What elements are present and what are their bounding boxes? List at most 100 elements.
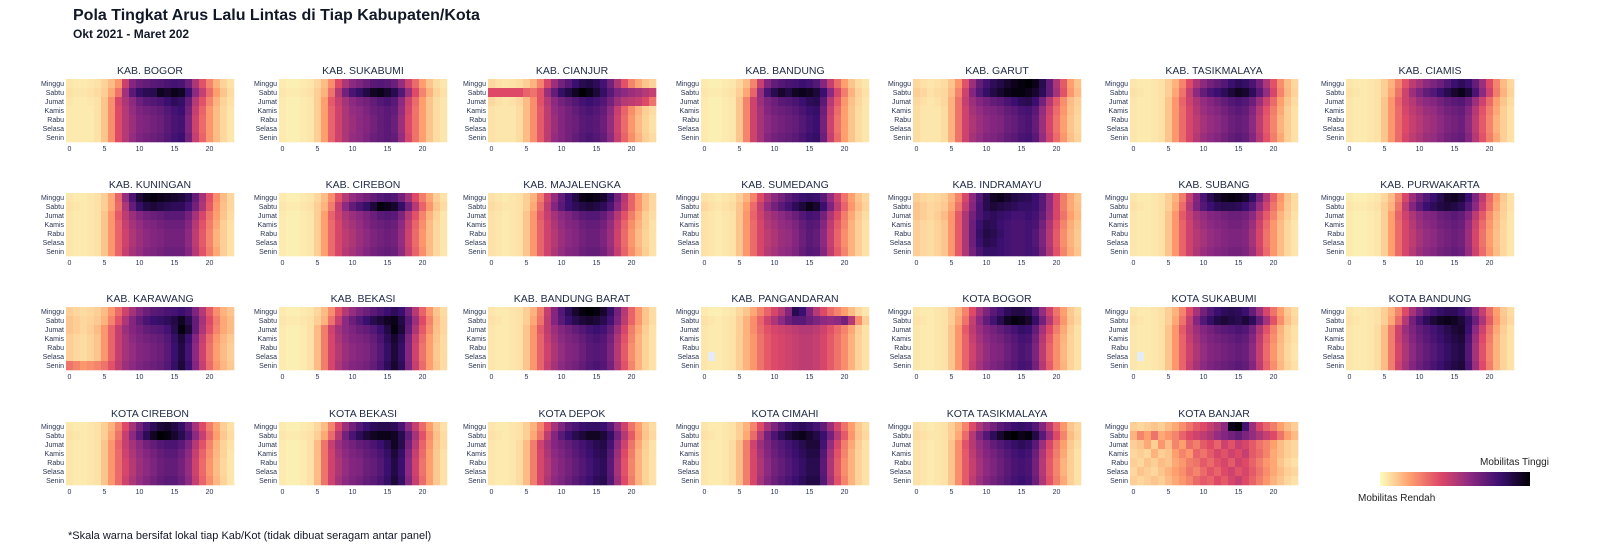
heatmap-cell	[955, 238, 963, 248]
y-tick-label: Minggu	[1105, 424, 1128, 431]
heatmap-cell	[813, 316, 821, 326]
heatmap-cell	[502, 193, 510, 203]
heatmap-cell	[342, 133, 350, 143]
heatmap-cell	[537, 307, 545, 317]
heatmap-cell	[722, 97, 730, 107]
heatmap-cell	[537, 133, 545, 143]
heatmap-cell	[913, 467, 921, 477]
heatmap-cell	[1193, 97, 1201, 107]
heatmap-cell	[94, 115, 102, 125]
heatmap-cell	[855, 211, 863, 221]
heatmap-cell	[1179, 422, 1187, 432]
heatmap-cell	[1025, 106, 1033, 116]
heatmap-cell	[1235, 422, 1243, 432]
heatmap-cell	[729, 467, 737, 477]
heatmap-cell	[363, 238, 371, 248]
heatmap-cell	[1284, 211, 1292, 221]
heatmap-cell	[377, 467, 385, 477]
heatmap-cell	[419, 467, 427, 477]
heatmap-cell	[642, 238, 650, 248]
heatmap-cell	[178, 229, 186, 239]
heatmap-cell	[955, 316, 963, 326]
heatmap-cell	[1130, 79, 1138, 89]
heatmap-cell	[913, 316, 921, 326]
heatmap-cell	[955, 211, 963, 221]
heatmap-cell	[771, 106, 779, 116]
heatmap-cell	[1388, 106, 1396, 116]
heatmap-cell	[1130, 97, 1138, 107]
heatmap-cell	[171, 229, 179, 239]
heatmap-cell	[1130, 431, 1138, 441]
heatmap-cell	[516, 220, 524, 230]
heatmap-cell	[1360, 325, 1368, 335]
heatmap-cell	[834, 307, 842, 317]
heatmap-cell	[171, 325, 179, 335]
heatmap-cell	[136, 316, 144, 326]
heatmap-cell	[150, 220, 158, 230]
heatmap-cell	[948, 325, 956, 335]
heatmap-cell	[349, 431, 357, 441]
heatmap-cell	[976, 361, 984, 371]
heatmap-cell	[736, 115, 744, 125]
heatmap-cell	[178, 115, 186, 125]
heatmap-cell	[920, 229, 928, 239]
heatmap-cell	[419, 97, 427, 107]
heatmap-cell	[286, 316, 294, 326]
heatmap-cell	[412, 193, 420, 203]
heatmap-cell	[1409, 115, 1417, 125]
heatmap-cell	[321, 193, 329, 203]
heatmap-cell	[855, 106, 863, 116]
heatmap-cell	[1423, 88, 1431, 98]
heatmap-cell	[516, 124, 524, 134]
heatmap-cell	[1151, 202, 1159, 212]
heatmap-cell	[1207, 115, 1215, 125]
heatmap-cell	[1207, 88, 1215, 98]
heatmap-cell	[913, 440, 921, 450]
heatmap-cell	[813, 343, 821, 353]
heatmap-cell	[1025, 307, 1033, 317]
heatmap-cell	[1353, 115, 1361, 125]
heatmap-cell	[544, 352, 552, 362]
y-tick-label: Rabu	[1111, 345, 1128, 352]
y-tick-label: Senin	[1326, 363, 1344, 370]
heatmap-cell	[1235, 361, 1243, 371]
heatmap-cell	[729, 440, 737, 450]
heatmap-cell	[488, 458, 496, 468]
heatmap-cell	[1046, 133, 1054, 143]
heatmap-cell	[1053, 124, 1061, 134]
heatmap-cell	[1360, 79, 1368, 89]
x-tick-label: 20	[628, 374, 636, 381]
heatmap-cell	[806, 458, 814, 468]
heatmap-cell	[115, 115, 123, 125]
heatmap-cell	[1228, 133, 1236, 143]
heatmap-cell	[785, 238, 793, 248]
heatmap-cell	[1416, 220, 1424, 230]
heatmap-cell	[1053, 431, 1061, 441]
heatmap-cell	[192, 316, 200, 326]
heatmap-cell	[1074, 431, 1082, 441]
heatmap-cell	[1207, 193, 1215, 203]
heatmap-cell	[920, 79, 928, 89]
heatmap-cell	[73, 97, 81, 107]
heatmap-cell	[73, 431, 81, 441]
heatmap-cell	[286, 476, 294, 486]
heatmap-cell	[1067, 476, 1075, 486]
heatmap-cell	[1046, 88, 1054, 98]
heatmap-cell	[962, 247, 970, 257]
heatmap-cell	[649, 88, 657, 98]
heatmap-cell	[115, 431, 123, 441]
heatmap-cell	[558, 238, 566, 248]
heatmap-cell	[834, 352, 842, 362]
heatmap-cell	[621, 202, 629, 212]
heatmap-cell	[1263, 334, 1271, 344]
heatmap-cell	[164, 361, 172, 371]
heatmap-cell	[941, 88, 949, 98]
heatmap-cell	[115, 361, 123, 371]
heatmap-cell	[635, 316, 643, 326]
heatmap-cell	[1486, 325, 1494, 335]
heatmap-cell	[799, 307, 807, 317]
heatmap-cell	[1004, 202, 1012, 212]
heatmap-cell	[736, 467, 744, 477]
heatmap-cell	[948, 467, 956, 477]
heatmap-cell	[1353, 238, 1361, 248]
